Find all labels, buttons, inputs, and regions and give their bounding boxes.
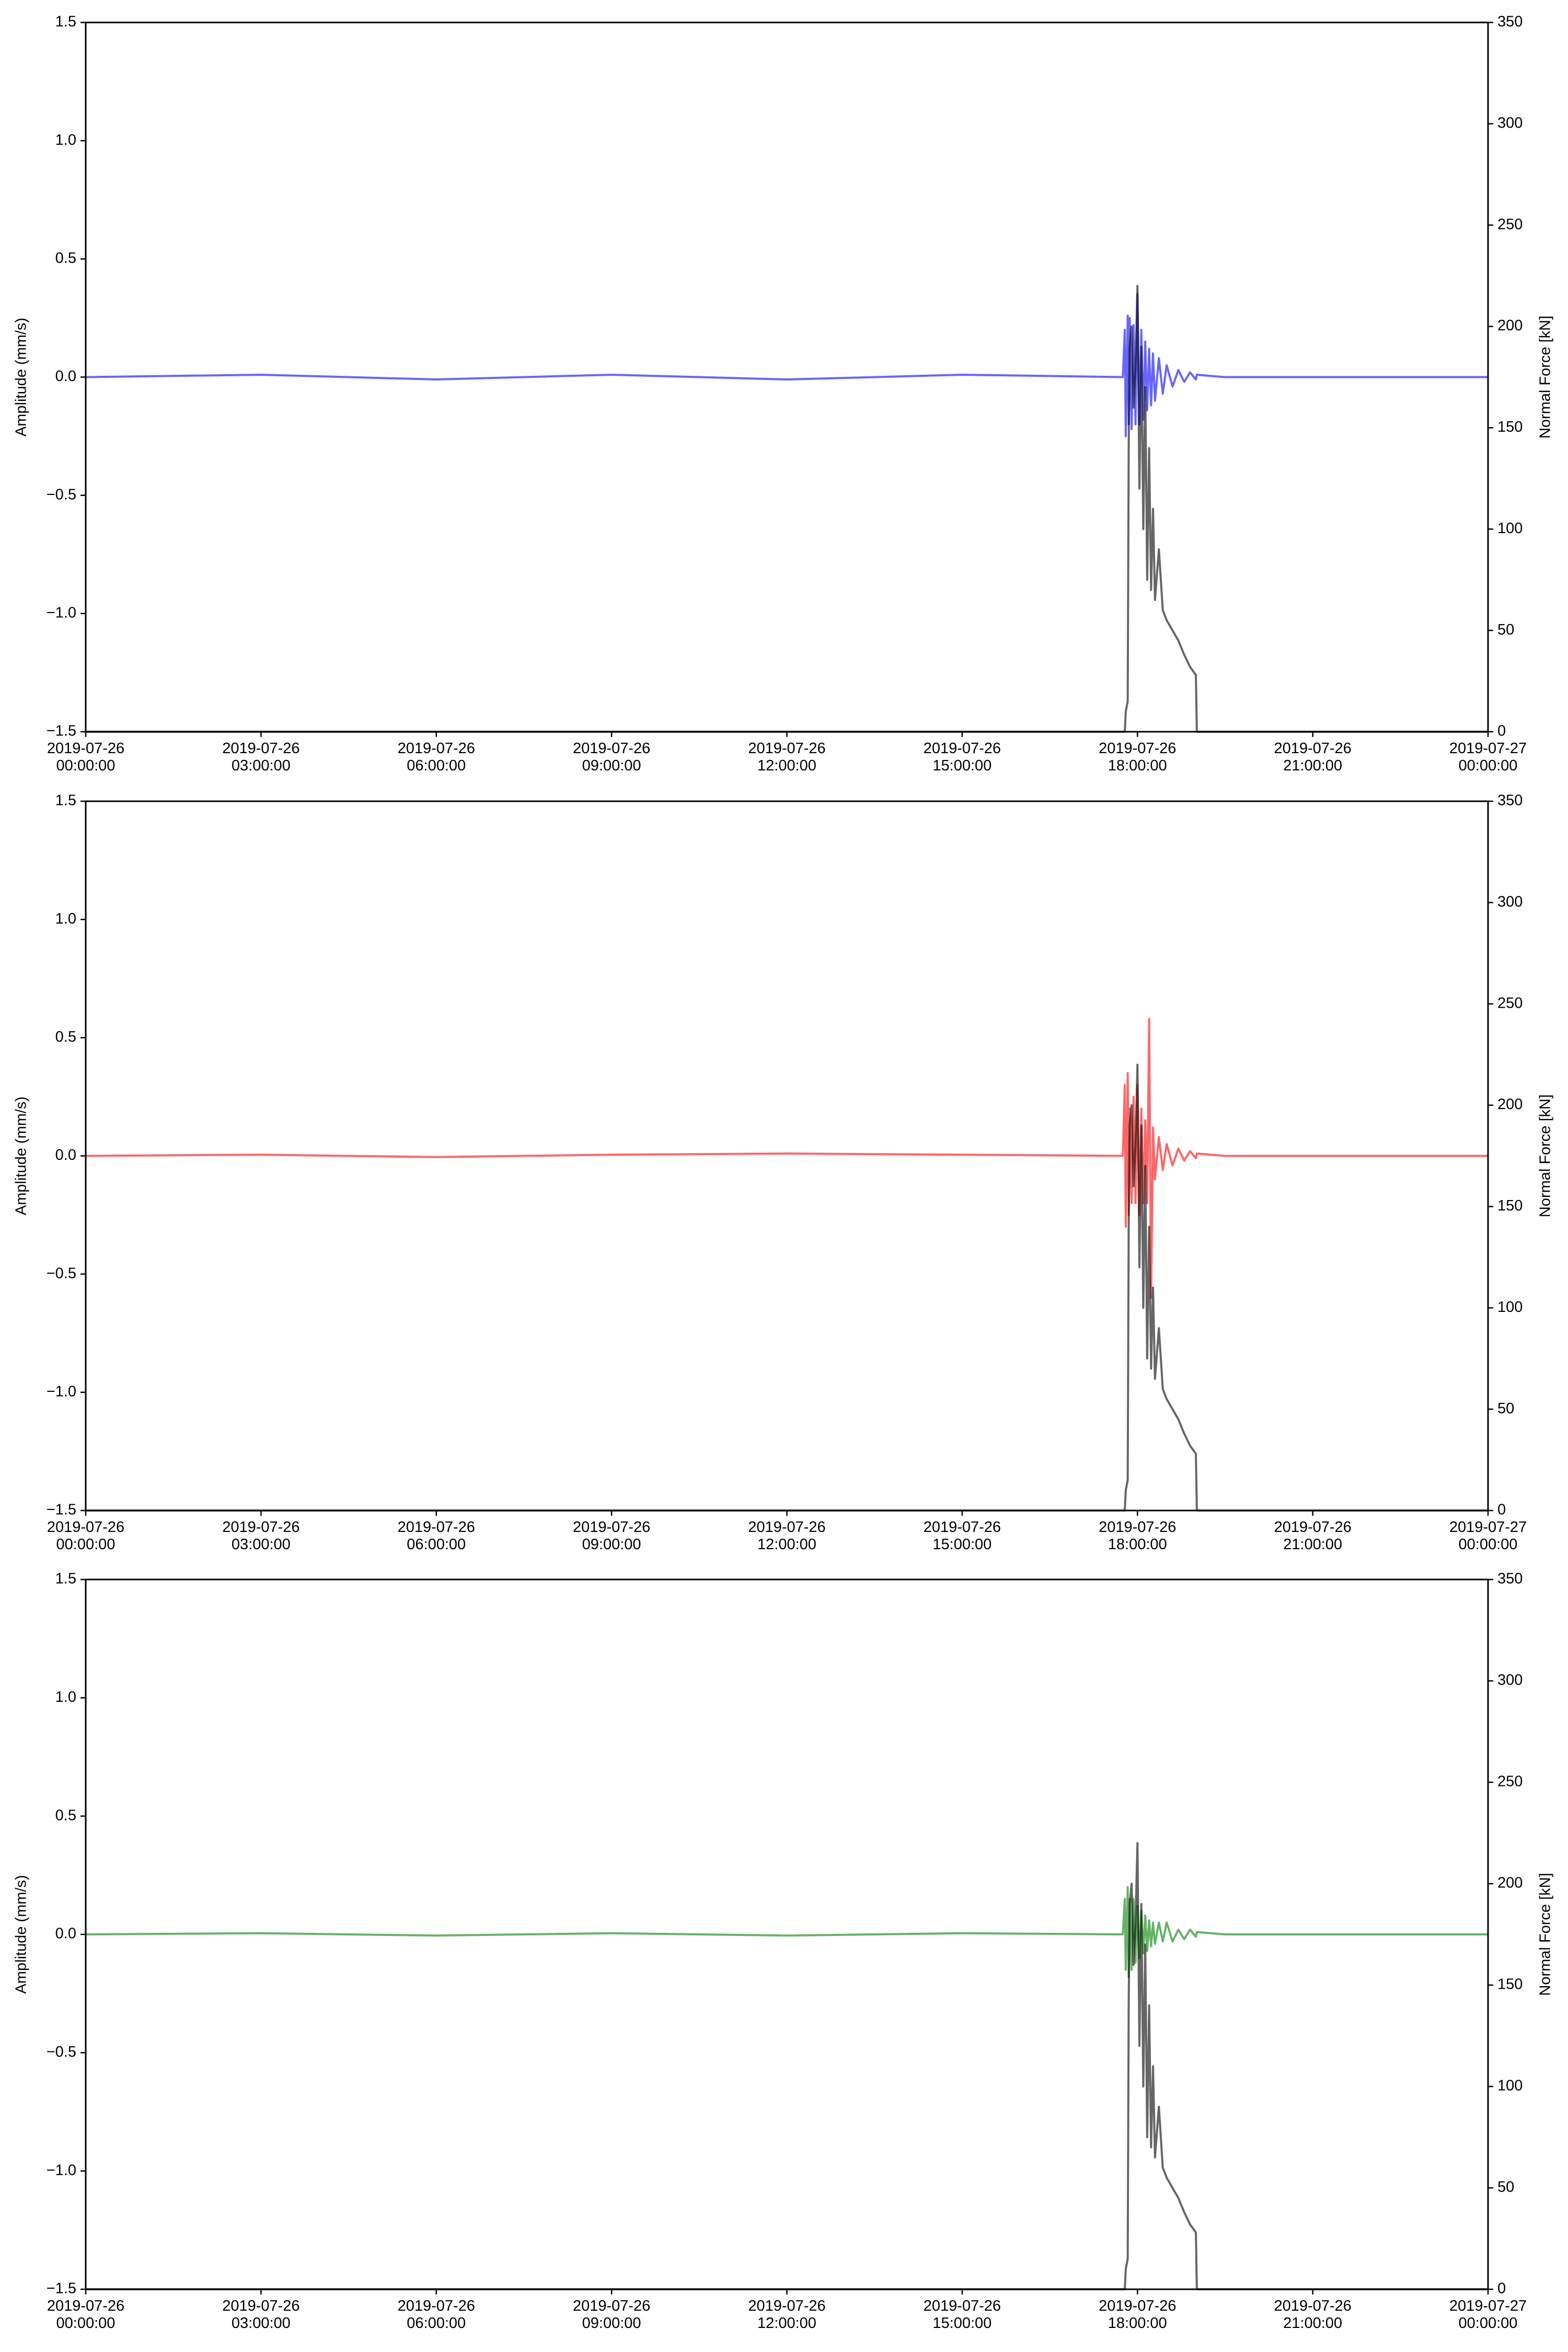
y2-tick-label: 0 [1497,2280,1506,2297]
x-tick-label: 2019-07-26 12:00:00 [748,740,826,774]
y-tick-label: −1.0 [47,604,76,621]
x-tick-label: 2019-07-27 00:00:00 [1449,1519,1527,1553]
y-tick-label: 1.5 [55,14,76,30]
amplitude-line [85,1886,1488,1978]
x-tick-label: 2019-07-26 03:00:00 [222,740,300,774]
y2-tick-label: 300 [1497,1672,1523,1689]
y2-tick-label: 350 [1497,792,1523,809]
y2-tick-label: 100 [1497,1299,1523,1316]
y-tick-label: 0.5 [55,1029,76,1045]
y-tick-label: 1.5 [55,1571,76,1587]
y2-tick-label: 50 [1497,621,1514,638]
y-tick-label: 1.0 [55,132,76,148]
y2-tick-label: 300 [1497,115,1523,132]
y-tick-label: 0.0 [55,368,76,385]
x-tick-label: 2019-07-26 00:00:00 [47,1519,125,1553]
y-tick-label: 0.5 [55,1807,76,1824]
y-tick-label: −1.5 [47,2280,76,2297]
y-tick-label: 1.0 [55,910,76,927]
x-tick-label: 2019-07-26 15:00:00 [923,2298,1001,2332]
x-tick-label: 2019-07-26 00:00:00 [47,2298,125,2332]
y2-axis-label: Normal Force [kN] [1537,1094,1554,1217]
x-tick-label: 2019-07-26 18:00:00 [1099,2298,1177,2332]
x-tick-label: 2019-07-26 09:00:00 [572,2298,651,2332]
y2-tick-label: 300 [1497,894,1523,910]
force-line [86,1064,1488,1512]
x-tick-label: 2019-07-26 18:00:00 [1099,740,1177,774]
y2-tick-label: 150 [1497,1197,1523,1214]
y2-tick-label: 200 [1497,1096,1523,1113]
y2-tick-label: 200 [1497,317,1523,334]
x-tick-label: 2019-07-26 03:00:00 [222,1519,300,1553]
y-tick-label: −1.5 [47,723,76,740]
y2-tick-label: 200 [1497,1875,1523,1892]
y2-tick-label: 50 [1497,1400,1514,1417]
y-tick-label: −0.5 [47,1265,76,1282]
x-tick-label: 2019-07-26 12:00:00 [748,2298,826,2332]
y-axis-label: Amplitude (mm/s) [13,1875,30,1993]
x-tick-label: 2019-07-26 06:00:00 [397,740,475,774]
x-tick-label: 2019-07-26 15:00:00 [923,740,1001,774]
x-tick-label: 2019-07-26 18:00:00 [1099,1519,1177,1553]
force-line [86,285,1488,733]
y-tick-label: −0.5 [47,2044,76,2060]
x-tick-label: 2019-07-26 21:00:00 [1274,2298,1352,2332]
y2-tick-label: 150 [1497,419,1523,435]
y-tick-label: 1.0 [55,1689,76,1705]
y-tick-label: 0.0 [55,1926,76,1942]
y-tick-label: 0.0 [55,1147,76,1163]
amplitude-line [85,1018,1488,1299]
x-tick-label: 2019-07-27 00:00:00 [1449,740,1527,774]
y2-axis-label: Normal Force [kN] [1537,316,1554,439]
y2-tick-label: 50 [1497,2179,1514,2196]
y-axis-label: Amplitude (mm/s) [13,318,30,436]
x-tick-label: 2019-07-26 09:00:00 [572,1519,651,1553]
x-tick-label: 2019-07-26 15:00:00 [923,1519,1001,1553]
y2-axis-label: Normal Force [kN] [1537,1873,1554,1996]
y-axis-label: Amplitude (mm/s) [13,1097,30,1215]
x-tick-label: 2019-07-26 06:00:00 [397,2298,475,2332]
x-tick-label: 2019-07-26 00:00:00 [47,740,125,774]
x-tick-label: 2019-07-26 12:00:00 [748,1519,826,1553]
x-tick-label: 2019-07-26 03:00:00 [222,2298,300,2332]
y2-tick-label: 100 [1497,520,1523,537]
y2-tick-label: 100 [1497,2078,1523,2094]
force-line [86,1842,1488,2290]
x-tick-label: 2019-07-26 06:00:00 [397,1519,475,1553]
y2-tick-label: 0 [1497,723,1506,740]
x-tick-label: 2019-07-26 21:00:00 [1274,1519,1352,1553]
y2-tick-label: 0 [1497,1502,1506,1518]
x-tick-label: 2019-07-26 21:00:00 [1274,740,1352,774]
y-tick-label: −1.0 [47,2162,76,2178]
x-tick-label: 2019-07-26 09:00:00 [572,740,651,774]
y2-tick-label: 250 [1497,216,1523,233]
y2-tick-label: 350 [1497,14,1523,30]
y-tick-label: −1.5 [47,1502,76,1518]
y2-tick-label: 250 [1497,1773,1523,1790]
y-tick-label: −1.0 [47,1383,76,1400]
y-tick-label: −0.5 [47,486,76,503]
y-tick-label: 1.5 [55,792,76,809]
y2-tick-label: 250 [1497,995,1523,1011]
amplitude-line [85,293,1488,437]
y2-tick-label: 350 [1497,1571,1523,1587]
x-tick-label: 2019-07-27 00:00:00 [1449,2298,1527,2332]
y2-tick-label: 150 [1497,1976,1523,1993]
y-tick-label: 0.5 [55,250,76,267]
